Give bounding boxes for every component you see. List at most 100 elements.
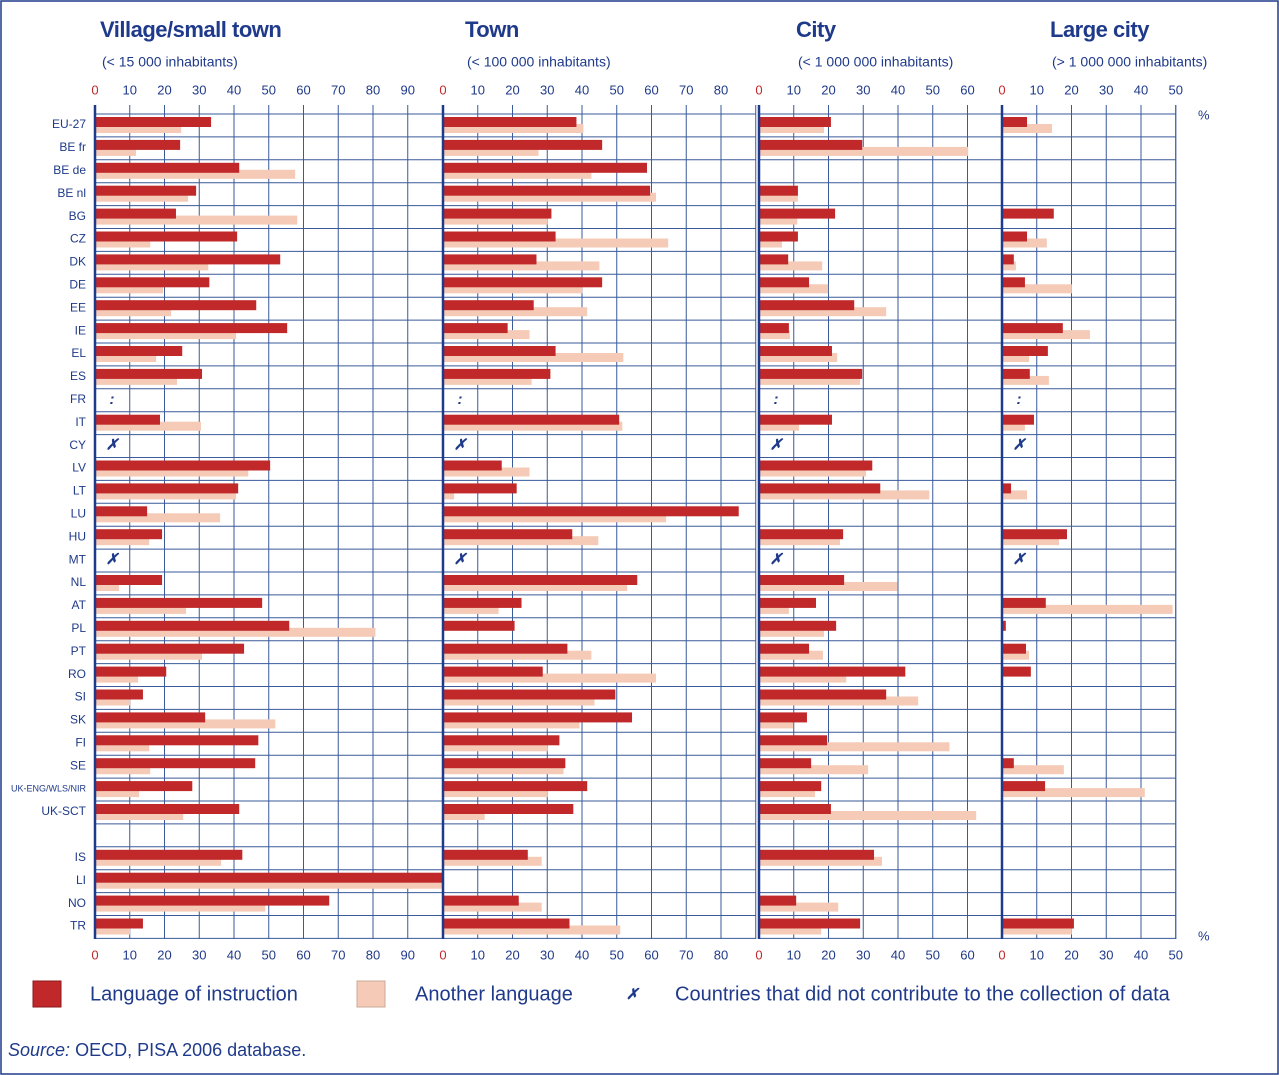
bar xyxy=(759,620,837,631)
bar xyxy=(443,781,588,792)
x-tick-label: 70 xyxy=(679,947,693,962)
bar xyxy=(443,597,522,608)
bar xyxy=(443,238,669,248)
x-tick-label: 50 xyxy=(262,947,276,962)
category-label: IT xyxy=(75,415,86,429)
source-text: OECD, PISA 2006 database. xyxy=(75,1040,306,1060)
bar xyxy=(95,162,240,173)
x-tick-label: 50 xyxy=(610,947,624,962)
bar xyxy=(443,192,657,202)
bar xyxy=(95,467,249,477)
bar xyxy=(95,231,238,242)
bar xyxy=(443,483,517,494)
bar xyxy=(95,879,443,889)
x-tick-label: 50 xyxy=(1169,82,1183,97)
annotation: ✗ xyxy=(1013,437,1027,454)
bar xyxy=(759,124,824,133)
bar xyxy=(759,460,873,471)
bar xyxy=(443,368,551,379)
x-tick-label: 60 xyxy=(644,947,658,962)
bar xyxy=(443,146,539,156)
bar xyxy=(443,490,455,500)
bar xyxy=(759,627,824,637)
bar xyxy=(759,781,822,792)
bar xyxy=(759,689,887,700)
bar xyxy=(95,781,193,792)
bar xyxy=(95,169,296,179)
x-tick-label: 10 xyxy=(1030,947,1044,962)
unit-label: % xyxy=(1198,928,1210,943)
bar xyxy=(443,575,638,585)
bar xyxy=(759,650,823,660)
bar xyxy=(95,536,150,546)
bar xyxy=(443,735,560,746)
bar xyxy=(443,375,532,385)
source-label: Source: xyxy=(8,1040,70,1060)
bar xyxy=(759,139,863,150)
bar xyxy=(443,856,542,866)
bar xyxy=(759,307,887,317)
x-tick-label: 20 xyxy=(157,947,171,962)
bar xyxy=(95,788,140,798)
bar xyxy=(759,735,828,746)
category-label: BE fr xyxy=(59,140,86,154)
bar xyxy=(1002,323,1063,334)
x-tick-label: 60 xyxy=(296,82,310,97)
bar xyxy=(95,742,150,752)
bar xyxy=(759,414,832,425)
legend-label: Countries that did not contribute to the… xyxy=(675,983,1171,1005)
bar xyxy=(95,604,187,614)
bar xyxy=(759,666,906,677)
bar xyxy=(759,146,969,156)
annotation: : xyxy=(110,391,115,408)
bar xyxy=(95,215,298,225)
panel-subtitle: (> 1 000 000 inhabitants) xyxy=(1052,54,1207,70)
bar xyxy=(443,323,508,334)
bar xyxy=(443,300,534,311)
bar xyxy=(759,467,867,477)
category-label: DE xyxy=(69,277,86,291)
bar xyxy=(759,902,839,912)
category-label: FR xyxy=(70,392,86,406)
x-tick-label: 80 xyxy=(366,82,380,97)
bar xyxy=(759,483,881,494)
bar xyxy=(95,765,151,775)
category-label: UK-ENG/WLS/NIR xyxy=(11,783,87,793)
unit-label: % xyxy=(1198,107,1210,122)
bar xyxy=(1002,208,1054,219)
x-tick-label: 20 xyxy=(505,82,519,97)
bar xyxy=(95,666,167,677)
bar xyxy=(443,139,603,150)
bar xyxy=(95,506,148,517)
x-tick-label: 30 xyxy=(540,82,554,97)
bar xyxy=(1002,490,1028,500)
bar xyxy=(95,758,256,769)
x-tick-label: 10 xyxy=(471,82,485,97)
category-label: ES xyxy=(70,369,86,383)
bar xyxy=(95,529,163,540)
bar xyxy=(759,804,831,814)
bar xyxy=(1002,330,1090,340)
bar xyxy=(443,925,621,935)
x-tick-label: 50 xyxy=(610,82,624,97)
x-tick-label: 60 xyxy=(644,82,658,97)
bar xyxy=(443,513,667,523)
bar xyxy=(95,330,237,340)
category-label: BE de xyxy=(53,163,86,177)
panel-title: Large city xyxy=(1050,17,1150,42)
bar xyxy=(1002,284,1072,294)
bar xyxy=(1002,231,1028,242)
bar xyxy=(1002,650,1030,660)
bar xyxy=(759,185,798,196)
x-tick-label: 10 xyxy=(123,947,137,962)
bar xyxy=(443,536,599,546)
category-label: BG xyxy=(69,209,86,223)
annotation: ✗ xyxy=(106,551,120,568)
bar xyxy=(1002,277,1025,288)
bar xyxy=(95,925,131,935)
bar xyxy=(95,375,178,385)
x-tick-label: 10 xyxy=(123,82,137,97)
bar xyxy=(443,185,651,196)
x-tick-label: 20 xyxy=(821,947,835,962)
category-label: PL xyxy=(71,621,86,635)
